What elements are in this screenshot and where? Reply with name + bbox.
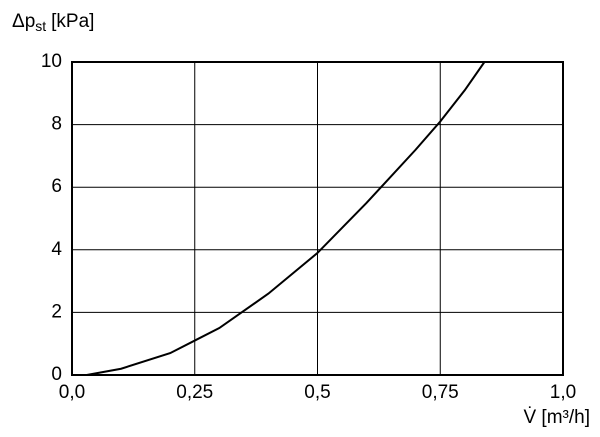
y-tick-label: 10 bbox=[41, 51, 62, 72]
y-label-unit: [kPa] bbox=[51, 11, 94, 32]
x-tick-label: 0,25 bbox=[176, 382, 213, 403]
x-tick-label: 0,75 bbox=[422, 382, 459, 403]
y-tick-label: 2 bbox=[51, 301, 62, 322]
x-tick-label: 1,0 bbox=[550, 382, 576, 403]
y-tick-label: 6 bbox=[51, 176, 62, 197]
y-tick-label: 8 bbox=[51, 114, 62, 135]
x-axis-label: V̇ [m³/h] bbox=[523, 407, 590, 428]
y-label-symbol: Δp bbox=[12, 11, 35, 32]
curve bbox=[86, 61, 486, 376]
plot-frame bbox=[71, 61, 564, 376]
y-tick-label: 0 bbox=[51, 364, 62, 385]
x-tick-label: 0,0 bbox=[59, 382, 85, 403]
y-tick-label: 4 bbox=[51, 239, 62, 260]
y-label-subscript: st bbox=[35, 18, 46, 34]
y-axis-label: Δpst [kPa] bbox=[12, 11, 94, 34]
x-tick-label: 0,5 bbox=[304, 382, 330, 403]
